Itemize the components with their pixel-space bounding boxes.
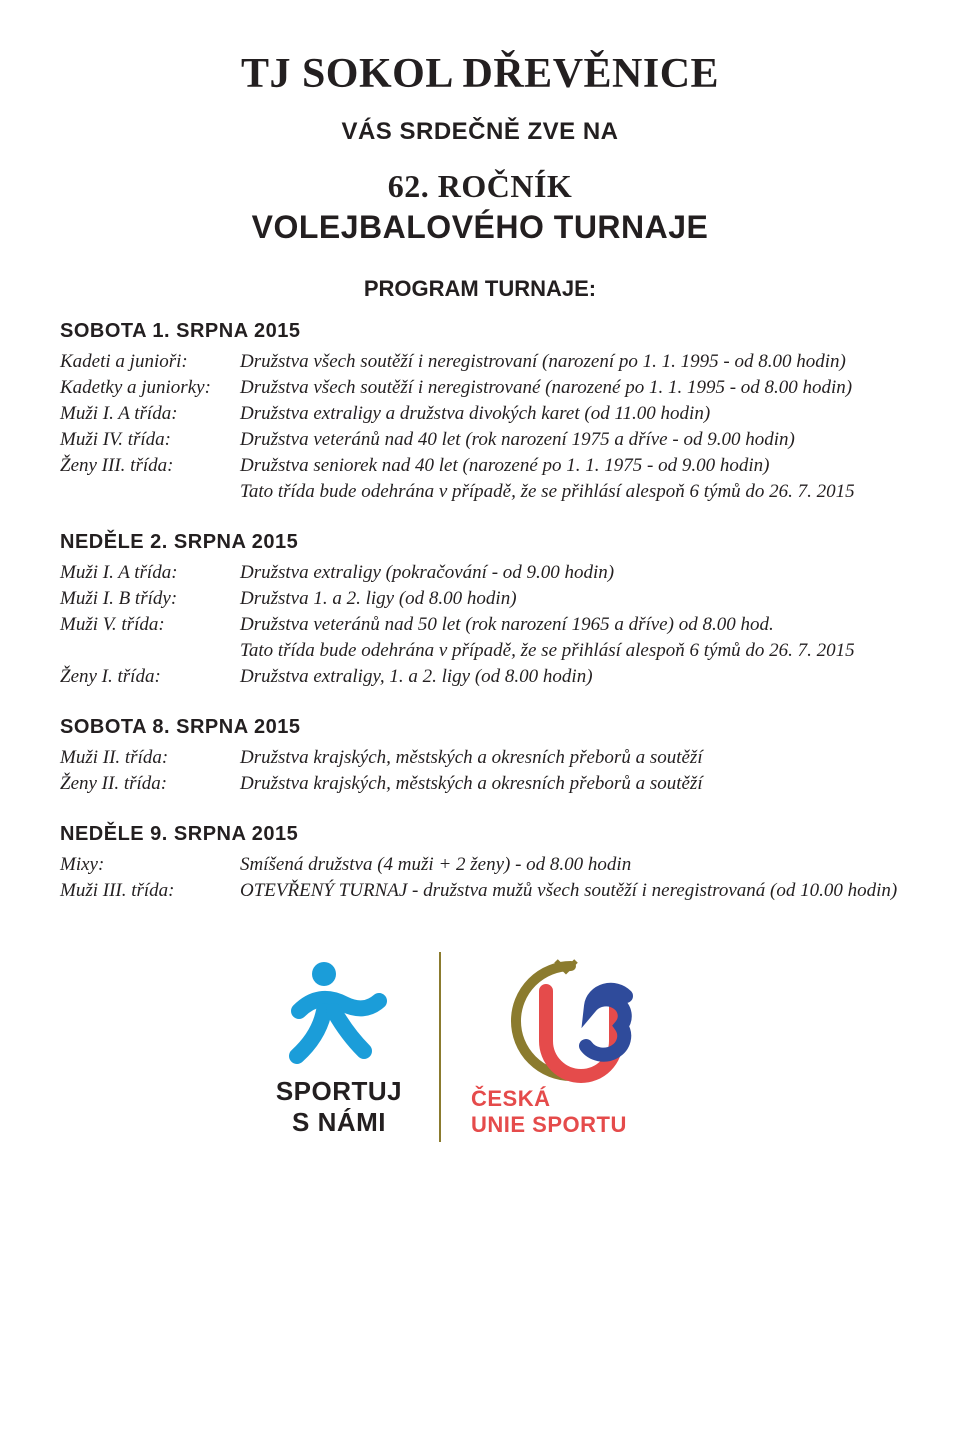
day3-heading: SOBOTA 8. SRPNA 2015: [60, 716, 900, 739]
cus-line1: ČESKÁ: [471, 1086, 551, 1112]
day1-heading: SOBOTA 1. SRPNA 2015: [60, 320, 900, 343]
program-row: Muži I. A třída:Družstva extraligy (pokr…: [60, 562, 900, 584]
row-label: Ženy I. třída:: [60, 666, 240, 688]
program-row: Muži IV. třída:Družstva veteránů nad 40 …: [60, 429, 900, 451]
day4-heading: NEDĚLE 9. SRPNA 2015: [60, 823, 900, 846]
invite-line: VÁS SRDEČNĚ ZVE NA: [60, 118, 900, 146]
row-label: Muži I. A třída:: [60, 403, 240, 425]
program-row: Kadeti a junioři:Družstva všech soutěží …: [60, 351, 900, 373]
row-desc: Družstva všech soutěží i neregistrovaní …: [240, 351, 900, 373]
program-row: Ženy I. třída:Družstva extraligy, 1. a 2…: [60, 666, 900, 688]
row-label: Muži I. A třída:: [60, 562, 240, 584]
row-desc: Družstva krajských, městských a okresníc…: [240, 773, 900, 795]
row-desc: Družstva extraligy (pokračování - od 9.0…: [240, 562, 900, 584]
row-desc: Družstva veteránů nad 40 let (rok naroze…: [240, 429, 900, 451]
row-desc: OTEVŘENÝ TURNAJ - družstva mužů všech so…: [240, 880, 900, 902]
program-row: Muži II. třída:Družstva krajských, městs…: [60, 747, 900, 769]
row-label: Mixy:: [60, 854, 240, 876]
logos-row: SPORTUJ S NÁMI ČESKÁ UNIE SPORTU: [60, 952, 900, 1142]
row-label: Kadetky a juniorky:: [60, 377, 240, 399]
row-label: Muži II. třída:: [60, 747, 240, 769]
day1-note: Tato třída bude odehrána v případě, že s…: [240, 481, 900, 503]
cus-mark-icon: [471, 956, 691, 1086]
program-label: PROGRAM TURNAJE:: [60, 276, 900, 302]
program-row: Muži I. A třída:Družstva extraligy a dru…: [60, 403, 900, 425]
sportuj-logo: SPORTUJ S NÁMI: [269, 956, 409, 1138]
row-desc: Družstva 1. a 2. ligy (od 8.00 hodin): [240, 588, 900, 610]
sportuj-figure-icon: [269, 956, 409, 1076]
day2-note: Tato třída bude odehrána v případě, že s…: [240, 640, 900, 662]
program-row: Mixy:Smíšená družstva (4 muži + 2 ženy) …: [60, 854, 900, 876]
day2-heading: NEDĚLE 2. SRPNA 2015: [60, 531, 900, 554]
row-desc: Smíšená družstva (4 muži + 2 ženy) - od …: [240, 854, 900, 876]
program-row: Ženy III. třída:Družstva seniorek nad 40…: [60, 455, 900, 477]
row-label: Ženy III. třída:: [60, 455, 240, 477]
row-label: Ženy II. třída:: [60, 773, 240, 795]
sportuj-line1: SPORTUJ: [276, 1076, 402, 1107]
row-label: Muži IV. třída:: [60, 429, 240, 451]
logo-separator: [439, 952, 441, 1142]
program-row: Muži III. třída:OTEVŘENÝ TURNAJ - družst…: [60, 880, 900, 902]
edition-line: 62. ROČNÍK: [60, 168, 900, 205]
main-title: TJ SOKOL DŘEVĚNICE: [60, 50, 900, 98]
program-row: Ženy II. třída:Družstva krajských, městs…: [60, 773, 900, 795]
event-line: VOLEJBALOVÉHO TURNAJE: [60, 209, 900, 246]
program-row: Muži I. B třídy:Družstva 1. a 2. ligy (o…: [60, 588, 900, 610]
program-row: Kadetky a juniorky:Družstva všech soutěž…: [60, 377, 900, 399]
row-desc: Družstva všech soutěží i neregistrované …: [240, 377, 900, 399]
row-desc: Družstva krajských, městských a okresníc…: [240, 747, 900, 769]
row-label: Muži I. B třídy:: [60, 588, 240, 610]
row-desc: Družstva extraligy a družstva divokých k…: [240, 403, 900, 425]
row-label: Kadeti a junioři:: [60, 351, 240, 373]
cus-logo: ČESKÁ UNIE SPORTU: [471, 956, 691, 1138]
row-desc: Družstva extraligy, 1. a 2. ligy (od 8.0…: [240, 666, 900, 688]
row-desc: Družstva veteránů nad 50 let (rok naroze…: [240, 614, 900, 636]
row-label: Muži III. třída:: [60, 880, 240, 902]
program-row: Muži V. třída:Družstva veteránů nad 50 l…: [60, 614, 900, 636]
row-desc: Družstva seniorek nad 40 let (narozené p…: [240, 455, 900, 477]
row-label: Muži V. třída:: [60, 614, 240, 636]
sportuj-line2: S NÁMI: [292, 1107, 386, 1138]
cus-line2: UNIE SPORTU: [471, 1112, 627, 1138]
